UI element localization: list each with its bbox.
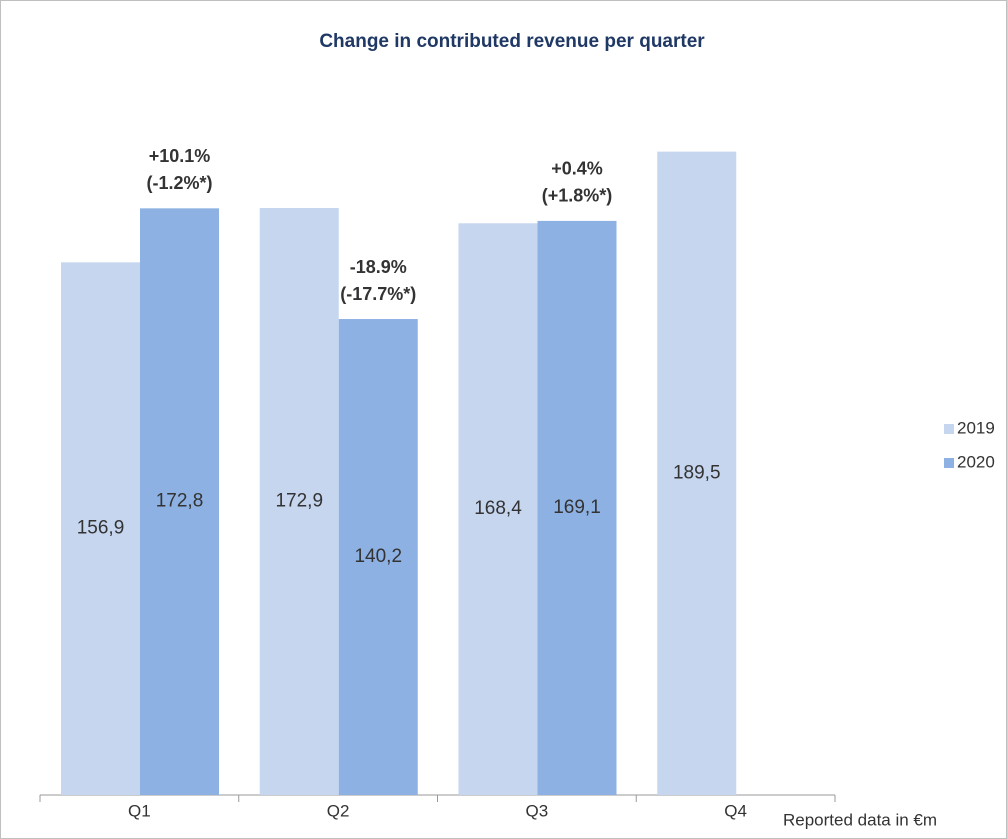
x-tick-label: Q4 <box>724 801 747 820</box>
x-tick-label: Q2 <box>327 801 350 820</box>
value-label: 172,8 <box>156 491 204 512</box>
bar <box>61 262 140 796</box>
value-label: 189,5 <box>673 462 721 483</box>
legend-swatch <box>944 424 954 434</box>
bar <box>140 208 219 795</box>
annotation: (-1.2%*) <box>146 173 212 193</box>
annotation: (-17.7%*) <box>340 284 416 304</box>
x-tick-label: Q3 <box>526 801 549 820</box>
legend-swatch <box>944 458 954 468</box>
value-label: 140,2 <box>354 546 402 567</box>
value-label: 156,9 <box>77 518 125 539</box>
x-tick-label: Q1 <box>128 801 151 820</box>
annotation: -18.9% <box>350 257 407 277</box>
value-label: 172,9 <box>275 491 323 512</box>
bar <box>537 220 617 795</box>
legend-label: 2019 <box>957 418 995 437</box>
annotation: +10.1% <box>149 146 211 166</box>
annotation: +0.4% <box>551 159 603 179</box>
bar <box>657 151 737 795</box>
legend-label: 2020 <box>957 452 995 471</box>
bar <box>338 319 418 795</box>
bar <box>458 223 538 796</box>
chart-title: Change in contributed revenue per quarte… <box>319 31 705 52</box>
annotation: (+1.8%*) <box>542 186 613 206</box>
unit-label: Reported data in €m <box>783 810 937 829</box>
value-label: 169,1 <box>553 497 601 518</box>
bar <box>259 208 339 795</box>
value-label: 168,4 <box>474 498 522 519</box>
